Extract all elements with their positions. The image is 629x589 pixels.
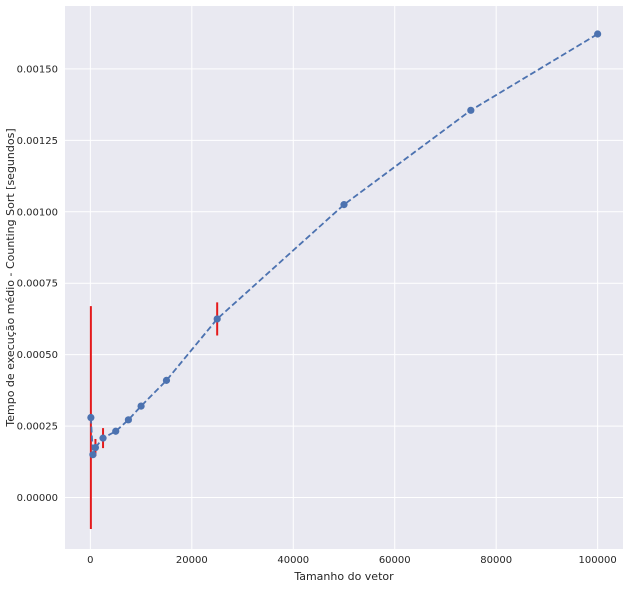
data-point: [340, 201, 348, 209]
data-point: [87, 413, 95, 422]
data-point: [162, 376, 171, 384]
x-axis-label: Tamanho do vetor: [293, 570, 394, 583]
series-line: [89, 33, 599, 455]
x-tick-label: 80000: [480, 555, 512, 566]
y-axis-label: Tempo de execução médio - Counting Sort …: [4, 128, 17, 427]
y-tick-label: 0.00075: [17, 279, 58, 290]
y-tick-label: 0.00125: [17, 136, 58, 147]
data-point: [89, 451, 97, 459]
data-point: [112, 427, 120, 435]
y-axis-ticks: 0.00000 0.00025 0.00050 0.00075 0.00100 0.001…: [17, 64, 58, 504]
x-tick-label: 100000: [579, 555, 617, 566]
y-tick-label: 0.00100: [17, 207, 58, 218]
data-point: [99, 434, 107, 442]
x-tick-label: 20000: [176, 555, 208, 566]
y-tick-label: 0.00000: [17, 493, 58, 504]
data-point: [124, 416, 133, 424]
data-points: [87, 30, 602, 459]
grid: [65, 6, 623, 549]
y-tick-label: 0.00050: [17, 350, 58, 361]
y-tick-label: 0.00025: [17, 422, 58, 433]
x-tick-label: 60000: [379, 555, 411, 566]
y-tick-label: 0.00150: [17, 64, 58, 75]
x-tick-label: 0: [87, 555, 93, 566]
data-point: [137, 402, 145, 410]
data-point: [213, 315, 221, 323]
x-tick-label: 40000: [277, 555, 309, 566]
x-axis-ticks: 0 20000 40000 60000 80000 100000: [87, 555, 617, 566]
data-point: [91, 443, 100, 452]
data-point: [594, 30, 602, 38]
plot-area: [65, 6, 623, 549]
data-point: [467, 106, 475, 114]
